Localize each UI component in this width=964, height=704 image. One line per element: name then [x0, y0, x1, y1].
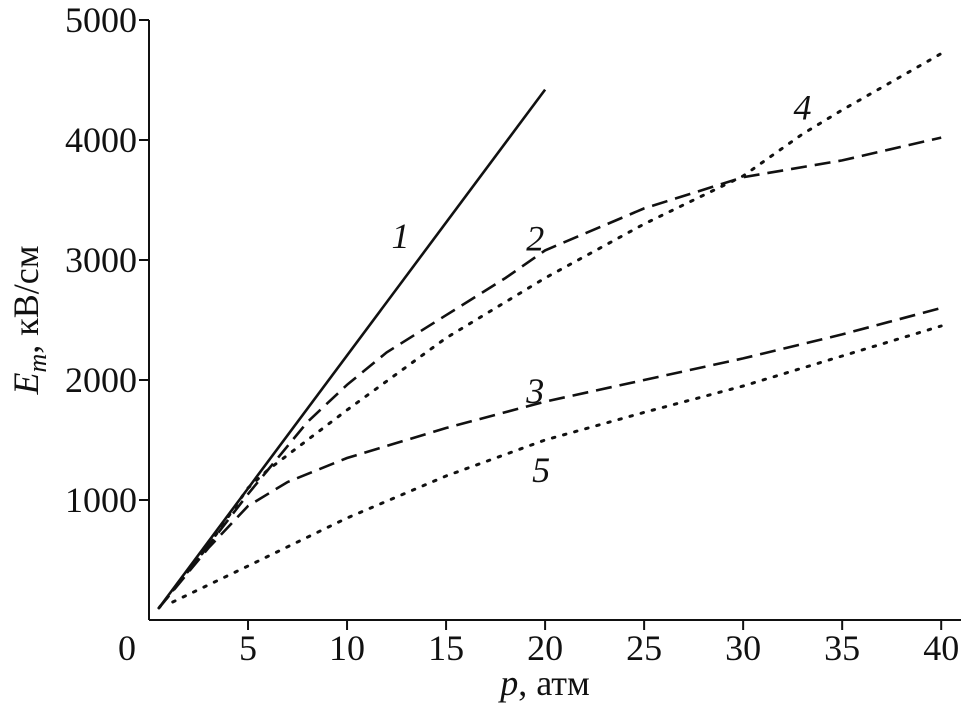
x-tick-label: 10	[329, 628, 365, 668]
y-label-symbol: E	[6, 373, 46, 396]
x-axis-label: p, атм	[497, 663, 590, 703]
series-label: 1	[392, 216, 410, 256]
series-label: 2	[526, 218, 544, 258]
y-tick-label: 1000	[65, 480, 137, 520]
series-line	[157, 52, 943, 610]
series-label: 3	[525, 371, 544, 411]
x-tick-label: 40	[923, 628, 959, 668]
series-line	[157, 136, 942, 609]
x-tick-label: 30	[725, 628, 761, 668]
x-label-symbol: p	[497, 663, 518, 703]
x-tick-label: 15	[428, 628, 464, 668]
y-axis-label: Em, кВ/см	[6, 245, 52, 395]
y-tick-label: 5000	[65, 0, 137, 40]
series-line	[157, 306, 942, 609]
series-line	[171, 324, 943, 604]
x-tick-label: 20	[527, 628, 563, 668]
x-tick-label: 25	[626, 628, 662, 668]
series-line	[157, 88, 547, 609]
y-tick-label: 4000	[65, 120, 137, 160]
y-tick-label: 2000	[65, 360, 137, 400]
y-label-subscript: m	[23, 354, 52, 373]
series-label: 4	[794, 88, 812, 128]
x-tick-label: 35	[824, 628, 860, 668]
y-tick-label: 3000	[65, 240, 137, 280]
y-label-text: , кВ/см	[6, 245, 46, 353]
series-label: 5	[532, 450, 550, 490]
x-tick-label: 0	[118, 628, 136, 668]
x-tick-label: 5	[239, 628, 257, 668]
x-label-text: , атм	[518, 663, 590, 703]
